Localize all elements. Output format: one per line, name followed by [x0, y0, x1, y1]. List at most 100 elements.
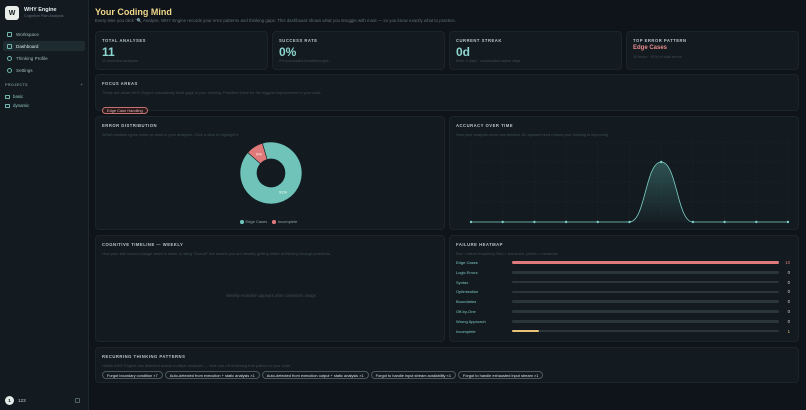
- sidebar-item-workspace[interactable]: Workspace: [3, 29, 85, 39]
- pattern-pill[interactable]: Auto-detected from execution output + st…: [261, 371, 369, 379]
- timeline-label: COGNITIVE TIMELINE — WEEKLY: [102, 242, 184, 247]
- heatmap-row[interactable]: Syntax 0: [456, 278, 794, 287]
- accuracy-card: ACCURACY OVER TIME How your analysis sco…: [449, 116, 799, 230]
- stat-label: SUCCESS RATE: [279, 38, 318, 43]
- accuracy-point: [628, 220, 631, 224]
- heatmap-row[interactable]: Optimization 0: [456, 287, 794, 296]
- sidebar-item-label: Workspace: [16, 31, 39, 37]
- heatmap-label: Off-by-One: [456, 309, 476, 314]
- heatmap-track: [512, 280, 779, 284]
- accuracy-label: ACCURACY OVER TIME: [456, 123, 514, 128]
- stat-card-top-error: TOP ERROR PATTERN Edge Cases 10 times · …: [626, 31, 799, 70]
- heatmap-count: 0: [787, 269, 790, 275]
- collapse-sidebar-icon[interactable]: [75, 398, 80, 403]
- pie-slice-label: 9%: [256, 151, 262, 156]
- heatmap-label: Boundaries: [456, 299, 477, 305]
- stat-label: CURRENT STREAK: [456, 38, 502, 43]
- app-name: WHY Engine: [24, 7, 57, 13]
- stat-value: 11: [102, 45, 115, 59]
- focus-areas-card: FOCUS AREAS These are areas WHY Engine c…: [95, 74, 799, 114]
- heatmap-track: [512, 271, 779, 274]
- pattern-pill[interactable]: Auto-detected from execution + static an…: [164, 371, 260, 379]
- pattern-pill[interactable]: Forgot to handle exhausted input stream …: [458, 371, 544, 379]
- heatmap-track: [512, 329, 779, 333]
- accuracy-point: [691, 220, 695, 224]
- stat-card-streak: CURRENT STREAK 0d Best: 0 days · consecu…: [449, 31, 622, 70]
- heatmap-label: Wrong Approach: [456, 318, 486, 324]
- focus-tag[interactable]: Edge Case Handling: [102, 107, 148, 114]
- heatmap-row[interactable]: Off-by-One 0: [456, 307, 794, 316]
- app-logo: W: [5, 6, 19, 20]
- pattern-pill[interactable]: Forgot to handle input stream availabili…: [370, 371, 456, 379]
- timeline-desc: How your skill scores change week to wee…: [102, 251, 332, 256]
- recurring-patterns-card: RECURRING THINKING PATTERNS Habits WHY E…: [95, 347, 799, 383]
- gear-icon: [7, 67, 12, 73]
- sidebar-item-label: Settings: [16, 67, 33, 73]
- heatmap-track: [512, 261, 779, 264]
- project-item[interactable]: dynamic: [5, 101, 29, 110]
- folder-icon: [5, 94, 10, 99]
- project-item[interactable]: basic: [5, 92, 29, 101]
- heatmap-row[interactable]: Wrong Approach 0: [456, 317, 794, 326]
- accuracy-point: [755, 220, 758, 224]
- user-menu[interactable]: 1 123: [5, 396, 26, 405]
- heatmap-row[interactable]: Logic Errors 0: [456, 268, 794, 277]
- stat-sub: 10 times · 91% of total errors: [633, 55, 682, 59]
- legend-item[interactable]: Incomplete: [272, 219, 297, 224]
- legend-label: Edge Cases: [245, 219, 268, 224]
- heatmap-label: FAILURE HEATMAP: [456, 242, 503, 247]
- stat-value: 0d: [456, 45, 471, 59]
- heatmap-count: 1: [787, 328, 790, 334]
- pattern-pill[interactable]: Forgot boundary condition ×7: [102, 371, 163, 379]
- heatmap-count: 0: [787, 309, 790, 314]
- heatmap-count: 0: [787, 318, 790, 324]
- accuracy-point: [469, 220, 473, 224]
- user-name: 123: [18, 398, 26, 403]
- heatmap-label: Incomplete: [456, 328, 476, 334]
- sidebar-item-dashboard[interactable]: Dashboard: [3, 41, 85, 51]
- heatmap-track: [512, 310, 779, 313]
- stat-label: TOP ERROR PATTERN: [633, 38, 687, 43]
- chart-legend: Edge Cases Incomplete: [240, 219, 297, 224]
- legend-item[interactable]: Edge Cases: [240, 219, 267, 224]
- accuracy-desc: How your analysis score has trended. An …: [456, 132, 610, 137]
- legend-swatch: [272, 220, 276, 224]
- heatmap-bar: [512, 329, 539, 333]
- accuracy-point: [786, 220, 790, 224]
- accuracy-point: [660, 160, 663, 164]
- app-tagline: Cognitive Pain Analysis: [24, 14, 64, 18]
- project-label: dynamic: [13, 103, 30, 108]
- workspace-icon: [7, 31, 12, 37]
- recurring-label: RECURRING THINKING PATTERNS: [102, 354, 186, 359]
- add-project-button[interactable]: +: [80, 83, 83, 87]
- projects-header: PROJECTS +: [5, 83, 83, 87]
- heatmap-row[interactable]: Incomplete 1: [456, 327, 794, 336]
- heatmap-label: Syntax: [456, 279, 469, 285]
- legend-swatch: [240, 220, 244, 224]
- sidebar-item-thinking-profile[interactable]: Thinking Profile: [3, 53, 85, 63]
- heatmap-row[interactable]: Boundaries 0: [456, 297, 794, 306]
- pie-slice-edge-cases[interactable]: [239, 141, 303, 205]
- brand[interactable]: W WHY Engine Cognitive Pain Analysis: [5, 6, 63, 20]
- accuracy-chart[interactable]: [450, 117, 800, 231]
- heatmap-row[interactable]: Edge Cases 10: [456, 258, 794, 267]
- heatmap-label: Logic Errors: [456, 269, 478, 275]
- page-subtitle: Every time you click “🔍 Analyze, WHY Eng…: [95, 18, 456, 23]
- stat-sub: 0% successful breakthroughs: [279, 59, 329, 63]
- accuracy-line: [470, 161, 788, 223]
- sidebar-nav: Workspace Dashboard Thinking Profile Set…: [3, 29, 85, 77]
- stat-label: TOTAL ANALYSES: [102, 38, 146, 43]
- pie-slice-incomplete[interactable]: [247, 142, 268, 165]
- error-dist-desc: Which mistake types come up most in your…: [102, 132, 240, 137]
- stat-sub: Best: 0 days · consecutive active days: [456, 59, 521, 63]
- error-dist-label: ERROR DISTRIBUTION: [102, 123, 158, 128]
- accuracy-point: [501, 220, 504, 224]
- error-distribution-chart[interactable]: 91% 9%: [96, 117, 446, 231]
- sidebar: W WHY Engine Cognitive Pain Analysis Wor…: [0, 0, 89, 410]
- sidebar-item-label: Thinking Profile: [16, 55, 48, 61]
- accuracy-point: [533, 220, 536, 224]
- sidebar-item-settings[interactable]: Settings: [3, 65, 85, 75]
- stat-sub: 11 recorded analyses: [102, 59, 139, 63]
- accuracy-area: [471, 162, 788, 222]
- pie-slice-label: 91%: [279, 189, 287, 194]
